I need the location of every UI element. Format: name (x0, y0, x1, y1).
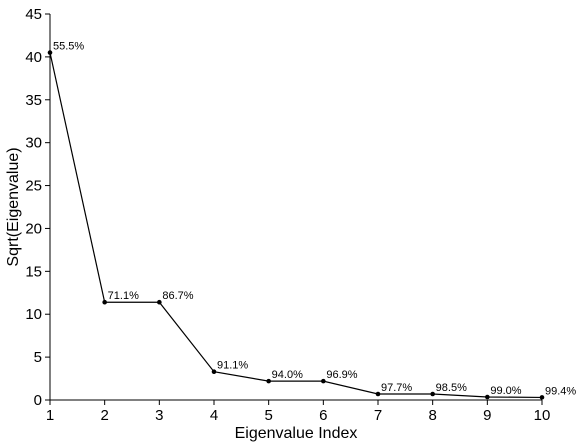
y-ticks: 0 5 10 15 20 25 30 35 40 45 (25, 6, 50, 409)
x-tick-label: 1 (46, 407, 54, 424)
data-point (47, 50, 53, 55)
y-tick-label: 15 (25, 263, 42, 280)
x-tick-label: 7 (374, 407, 382, 424)
x-tick-label: 6 (319, 407, 327, 424)
y-tick-label: 40 (25, 49, 42, 66)
data-label: 55.5% (53, 41, 84, 53)
y-tick-label: 30 (25, 135, 42, 152)
data-label: 71.1% (108, 290, 139, 302)
data-point (430, 391, 435, 397)
y-tick-label: 25 (25, 178, 42, 195)
y-tick-label: 10 (25, 306, 42, 323)
data-point (211, 369, 217, 374)
data-point (375, 391, 381, 397)
y-tick-label: 0 (34, 392, 42, 409)
data-label: 94.0% (272, 369, 303, 381)
x-axis-title: Eigenvalue Index (235, 425, 358, 442)
data-point (266, 378, 271, 384)
x-tick-label: 8 (428, 407, 436, 424)
x-tick-label: 2 (100, 407, 108, 424)
y-axis-title: Sqrt(Eigenvalue) (5, 147, 22, 266)
data-label: 99.0% (490, 385, 521, 397)
data-label: 98.5% (436, 382, 467, 394)
data-point (102, 299, 107, 305)
y-tick-label: 5 (34, 349, 42, 366)
data-labels: 55.5% 71.1% 86.7% 91.1% 94.0% 96.9% 97.7% 98.5%… (53, 41, 576, 398)
data-point (157, 299, 162, 305)
data-label: 97.7% (381, 382, 412, 394)
axes (49, 14, 542, 401)
data-label: 96.9% (326, 369, 357, 381)
x-tick-label: 9 (483, 407, 491, 424)
y-tick-label: 35 (25, 92, 42, 109)
data-label: 86.7% (162, 290, 193, 302)
data-label: 91.1% (217, 360, 248, 372)
series-line (49, 52, 543, 399)
data-point (539, 395, 545, 400)
x-ticks: 1 2 3 4 5 6 7 8 9 10 (46, 400, 551, 424)
data-point (485, 394, 490, 400)
y-tick-label: 20 (25, 220, 42, 237)
data-points (47, 50, 545, 400)
x-tick-label: 10 (534, 407, 551, 424)
x-tick-label: 3 (155, 407, 163, 424)
x-tick-label: 4 (210, 407, 218, 424)
y-tick-label: 45 (25, 6, 42, 23)
data-label: 99.4% (545, 385, 576, 397)
data-point (321, 378, 326, 384)
x-tick-label: 5 (264, 407, 272, 424)
